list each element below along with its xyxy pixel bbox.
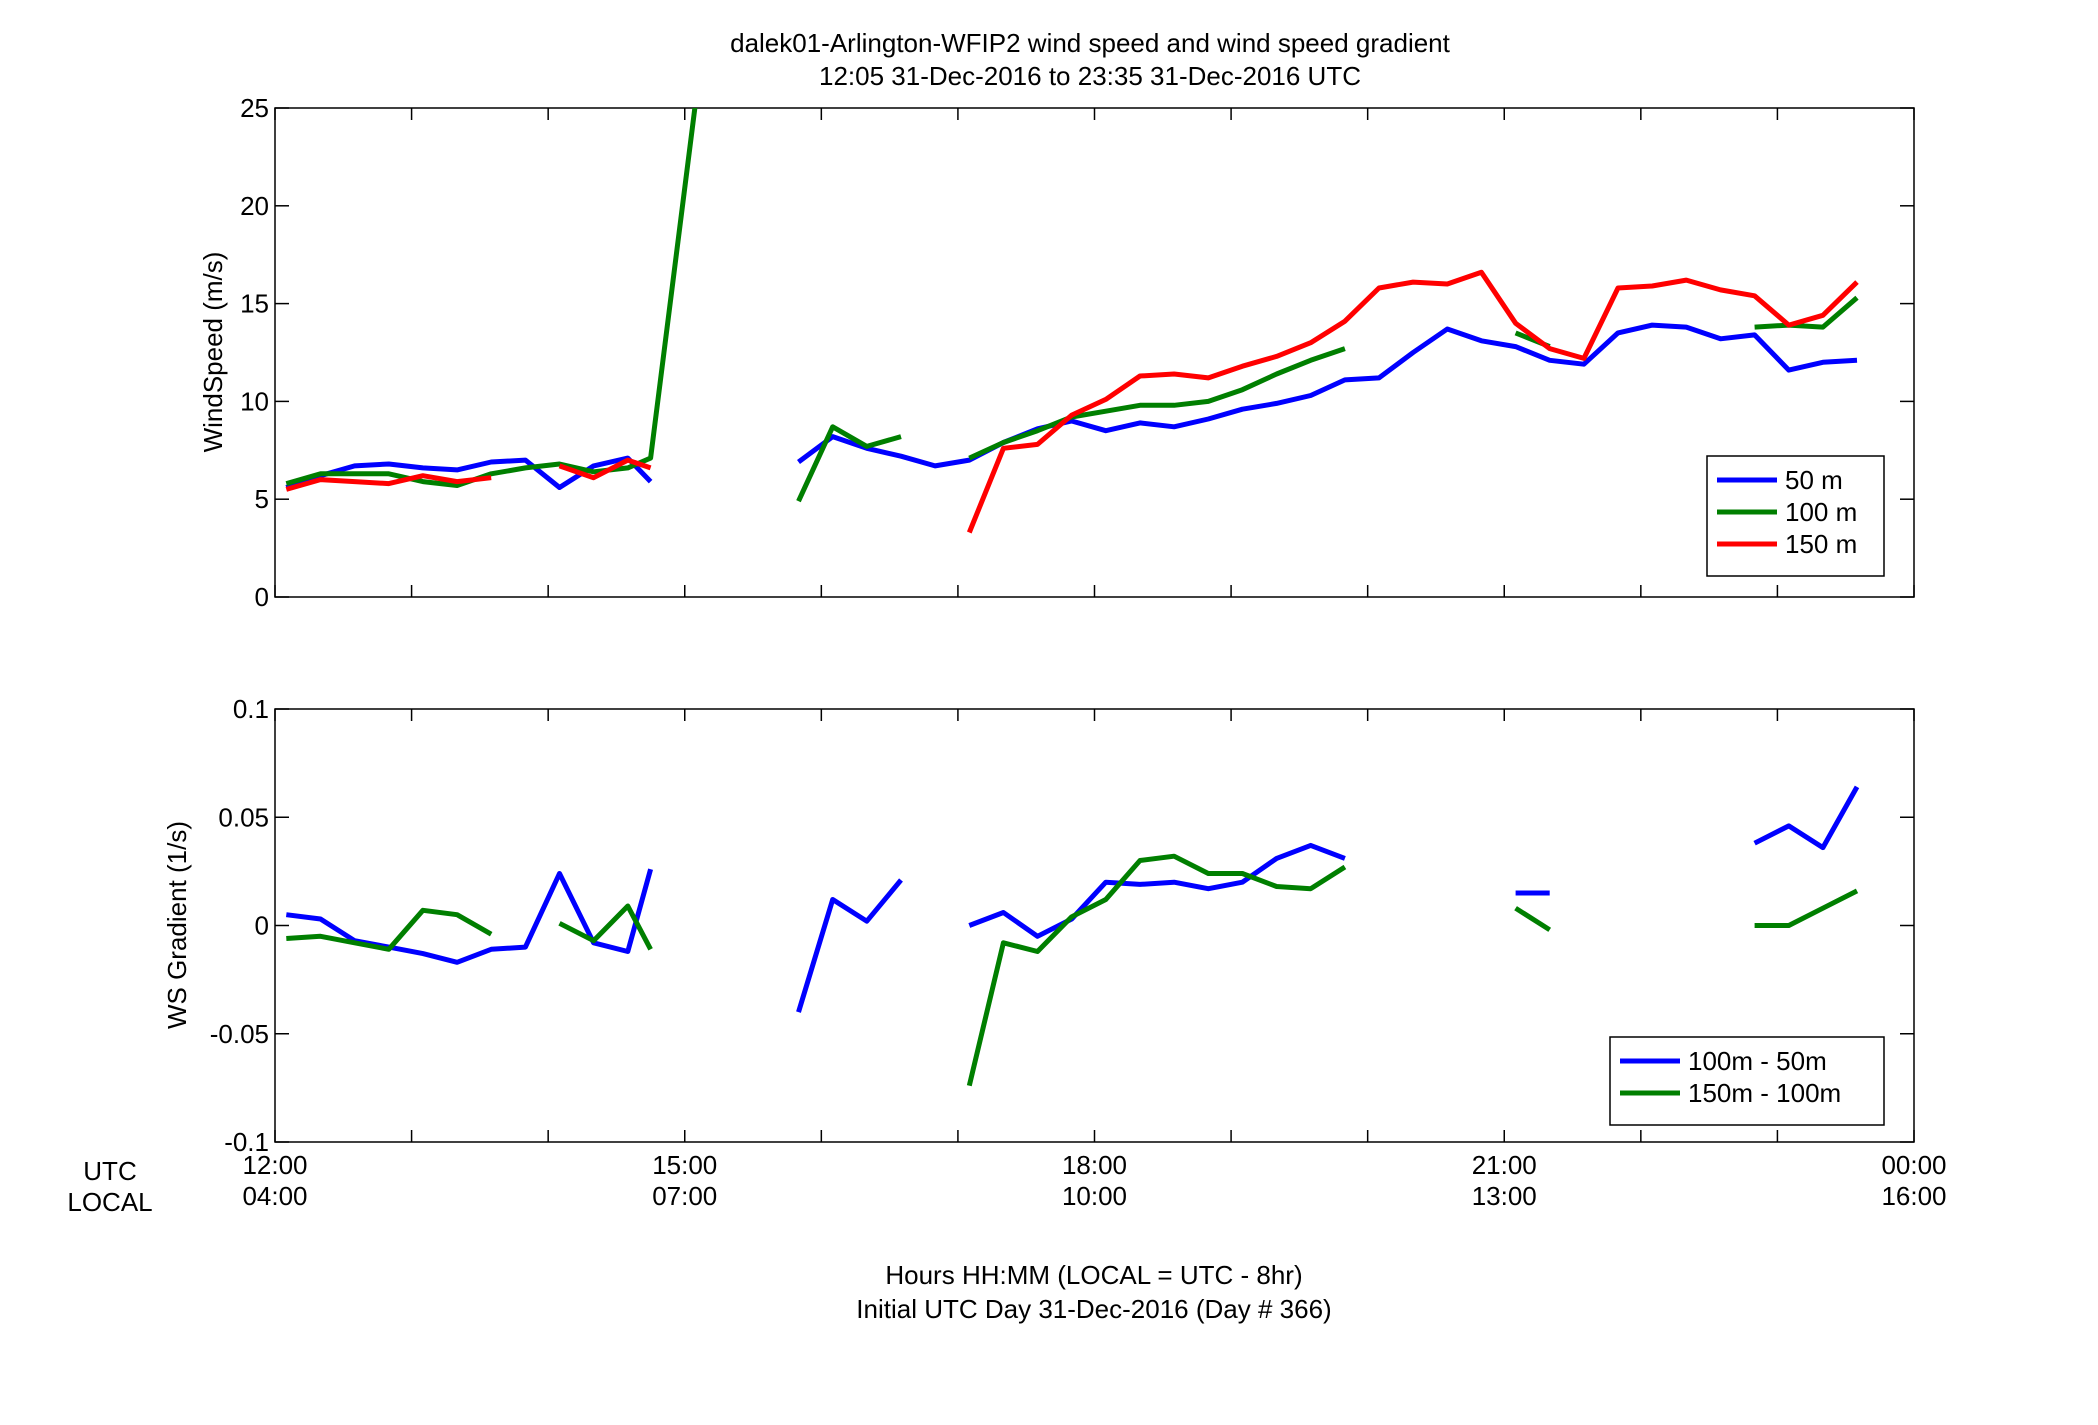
gradient-series-line (1514, 906, 1552, 932)
gradient-panel: -0.1 -0.05 0 0.05 0.1 WS Gradient (1/s) 100m… (162, 694, 1915, 1157)
wind-speed-legend-box (1706, 455, 1885, 577)
gradient-series-line (285, 868, 654, 965)
wind-speed-ytick-label: 25 (240, 93, 269, 123)
gradient-ytick-label: -0.1 (224, 1127, 269, 1157)
wind-speed-legend-label: 100 m (1785, 497, 1857, 527)
gradient-ytick-label: 0 (255, 911, 269, 941)
figure-title-line1: dalek01-Arlington-WFIP2 wind speed and w… (730, 28, 1451, 58)
local-row-label: LOCAL (67, 1187, 152, 1217)
wind-speed-series-line (285, 455, 653, 490)
gradient-series-line (1753, 785, 1860, 851)
gradient-series-0 (285, 785, 1860, 1013)
gradient-series-line (1754, 888, 1859, 928)
x-tick-label-utc: 15:00 (652, 1150, 717, 1180)
gradient-series-line (796, 878, 903, 1013)
wind-speed-ytick-label: 0 (255, 582, 269, 612)
gradient-series-1 (286, 853, 1859, 1087)
gradient-legend-box (1609, 1036, 1885, 1126)
x-tick-label-local: 04:00 (242, 1181, 307, 1211)
wind-speed-ylabel: WindSpeed (m/s) (198, 252, 228, 453)
wind-speed-series-line (285, 108, 698, 488)
wind-speed-series-1 (285, 108, 1859, 503)
gradient-ytick-label: 0.05 (218, 802, 269, 832)
wind-speed-series-line (558, 457, 652, 481)
x-tick-label-utc: 00:00 (1881, 1150, 1946, 1180)
gradient-legend-label: 100m - 50m (1688, 1046, 1827, 1076)
wind-speed-series-line (966, 269, 1859, 534)
gradient-ytick-label: -0.05 (210, 1019, 269, 1049)
x-tick-label-utc: 21:00 (1472, 1150, 1537, 1180)
wind-speed-ytick-label: 10 (240, 386, 269, 416)
wind-speed-legend-label: 50 m (1785, 465, 1843, 495)
wind-speed-axes-box (274, 107, 1915, 598)
gradient-ylabel: WS Gradient (1/s) (162, 821, 192, 1029)
utc-row-label: UTC (83, 1156, 136, 1186)
wind-speed-series-line (796, 424, 902, 503)
x-axis-label-line2: Initial UTC Day 31-Dec-2016 (Day # 366) (856, 1294, 1331, 1324)
x-tick-label-utc: 12:00 (242, 1150, 307, 1180)
gradient-legend-label: 150m - 100m (1688, 1078, 1841, 1108)
wind-speed-series-line (1754, 295, 1859, 330)
wind-speed-legend-label: 150 m (1785, 529, 1857, 559)
wind-speed-lines (285, 108, 1859, 534)
x-tick-label-local: 10:00 (1062, 1181, 1127, 1211)
wind-speed-ytick-label: 5 (255, 484, 269, 514)
x-tick-label-local: 16:00 (1881, 1181, 1946, 1211)
wind-speed-ytick-label: 15 (240, 289, 269, 319)
gradient-lines (285, 785, 1860, 1087)
figure-title-line2: 12:05 31-Dec-2016 to 23:35 31-Dec-2016 U… (819, 61, 1361, 91)
wind-speed-series-2 (285, 269, 1859, 534)
gradient-ticks: -0.1 -0.05 0 0.05 0.1 (210, 694, 1915, 1157)
gradient-series-line (558, 903, 653, 951)
wind-speed-ticks: 0 5 10 15 20 25 (240, 93, 1915, 612)
wind-speed-series-line (285, 473, 492, 492)
gradient-ytick-label: 0.1 (233, 694, 269, 724)
wind-speed-ytick-label: 20 (240, 191, 269, 221)
x-tick-label-local: 13:00 (1472, 1181, 1537, 1211)
wind-speed-series-line (968, 346, 1346, 461)
gradient-series-line (968, 842, 1346, 939)
gradient-series-line (286, 907, 493, 952)
gradient-series-line (966, 853, 1347, 1087)
x-axis-label-line1: Hours HH:MM (LOCAL = UTC - 8hr) (885, 1260, 1302, 1290)
x-tick-label-utc: 18:00 (1062, 1150, 1127, 1180)
x-tick-label-local: 07:00 (652, 1181, 717, 1211)
